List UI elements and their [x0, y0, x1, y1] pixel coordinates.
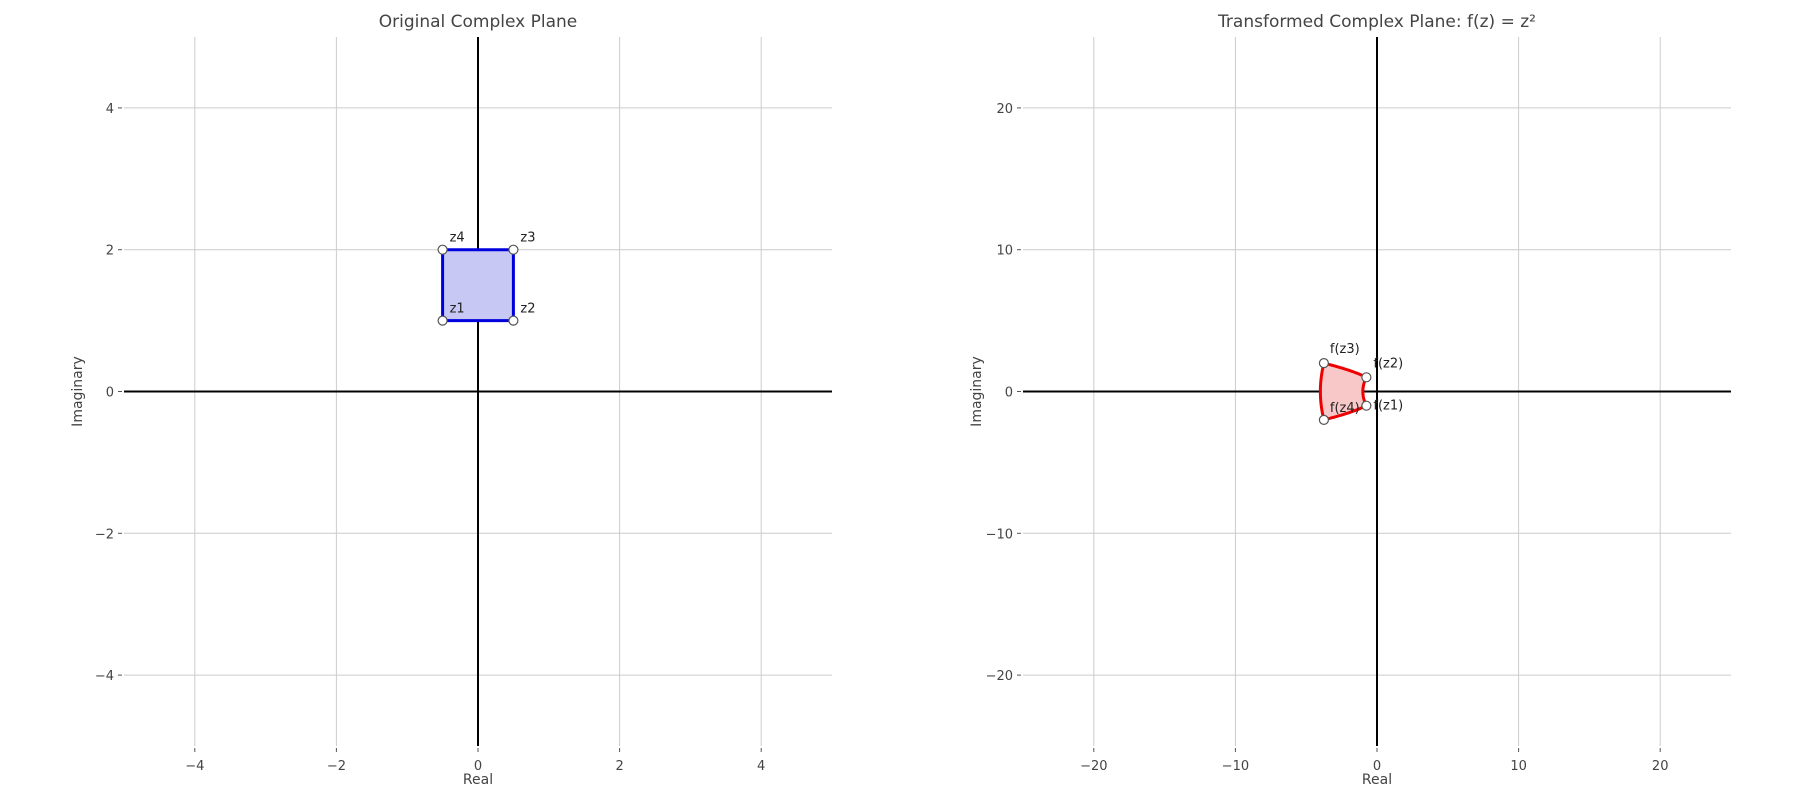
y-tick-label: −4 — [95, 669, 114, 684]
x-tick-label: 20 — [1652, 759, 1669, 774]
x-axis-label: Real — [1362, 772, 1392, 788]
vertex-label: z1 — [450, 302, 465, 317]
vertex-point — [1361, 400, 1372, 411]
vertex-label: f(z2) — [1373, 356, 1403, 371]
x-tick-label: 0 — [1373, 759, 1381, 774]
transformed-plane-panel: −20 −10 0 10 20 −20 −10 0 10 20 Transformed Comple… — [969, 12, 1731, 788]
x-axis-label: Real — [463, 772, 493, 788]
y-axis-label: Imaginary — [70, 356, 86, 427]
vertex-point — [1318, 414, 1330, 425]
vertex-point — [437, 315, 448, 326]
x-tick-label: −4 — [185, 759, 204, 774]
vertex-point — [1318, 358, 1330, 369]
vertex-label: f(z4) — [1330, 401, 1360, 416]
y-tick-label: 0 — [106, 386, 114, 401]
y-axis-label: Imaginary — [969, 356, 985, 427]
y-tick-label: −2 — [95, 527, 114, 542]
vertex-point — [437, 244, 448, 255]
vertex-label: z2 — [520, 302, 535, 317]
original-plane-panel: −4 −2 0 2 4 −4 −2 0 2 4 Original Complex Plane Real… — [70, 12, 832, 788]
x-tick-label: −10 — [1222, 759, 1249, 774]
x-tick-label: 0 — [474, 759, 482, 774]
vertex-label: z3 — [520, 231, 535, 246]
x-tick-label: −20 — [1080, 759, 1107, 774]
y-tick-label: 2 — [106, 244, 114, 259]
y-tick-label: 0 — [1005, 386, 1013, 401]
y-tick-label: −10 — [986, 527, 1013, 542]
y-tick-label: 20 — [996, 102, 1013, 117]
y-tick-label: −20 — [986, 669, 1013, 684]
vertex-point — [508, 244, 519, 255]
x-tick-label: 2 — [615, 759, 623, 774]
x-tick-label: −2 — [327, 759, 346, 774]
y-tick-label: 10 — [996, 244, 1013, 259]
x-tick-label: 4 — [757, 759, 765, 774]
vertex-label: f(z3) — [1330, 342, 1360, 357]
x-tick-label: 10 — [1510, 759, 1527, 774]
vertex-label: z4 — [450, 231, 465, 246]
vertex-point — [508, 315, 519, 326]
vertex-label: f(z1) — [1373, 399, 1403, 414]
chart-title: Transformed Complex Plane: f(z) = z² — [1217, 12, 1536, 32]
vertex-point — [1361, 372, 1372, 383]
chart-title: Original Complex Plane — [379, 12, 578, 32]
y-tick-label: 4 — [106, 102, 114, 117]
